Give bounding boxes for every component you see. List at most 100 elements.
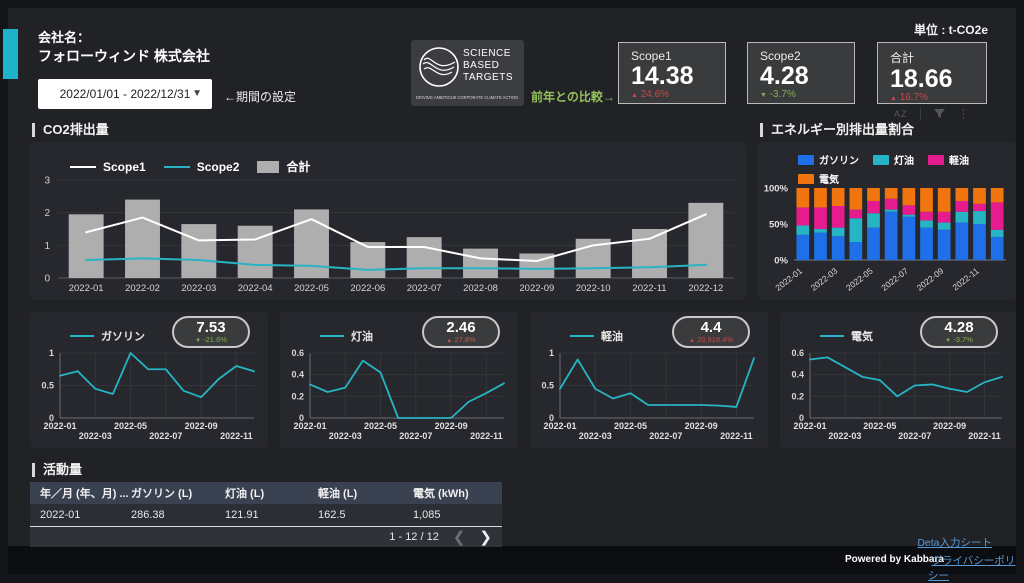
- svg-text:2022-01: 2022-01: [793, 421, 826, 431]
- svg-text:2022-09: 2022-09: [933, 421, 966, 431]
- dropdown-caret-icon: ▼: [192, 88, 202, 99]
- col-header-electricity: 電気 (kWh): [413, 488, 469, 500]
- legend-item-gasoline: ガソリン: [70, 328, 145, 344]
- cell-gasoline: 286.38: [131, 509, 165, 521]
- svg-text:DRIVING AMBITIOUS CORPORATE CL: DRIVING AMBITIOUS CORPORATE CLIMATE ACTI…: [416, 95, 518, 100]
- down-arrow-icon: ▼: [945, 338, 952, 344]
- svg-text:1: 1: [49, 348, 54, 358]
- accent-block: [3, 29, 18, 79]
- co2-section-title: CO2排出量: [32, 123, 109, 137]
- legend-item-diesel: 軽油: [928, 152, 969, 167]
- period-hint-label: ←期間の設定: [224, 90, 297, 104]
- legend-item-total: 合計: [257, 158, 310, 175]
- svg-text:TARGETS: TARGETS: [463, 72, 513, 83]
- kerosene-swatch: [873, 154, 889, 165]
- svg-text:0%: 0%: [774, 256, 788, 267]
- svg-text:0.4: 0.4: [791, 370, 804, 380]
- privacy-prefix: -: [928, 555, 932, 567]
- electricity-swatch: [798, 173, 814, 184]
- svg-text:2022-09: 2022-09: [435, 421, 468, 431]
- privacy-link-wrap: -プライバシーポリシー: [928, 553, 1024, 583]
- kpi-label: Scope1: [631, 49, 672, 63]
- activity-table-header: 年／月 (年、月) ... ガソリン (L) 灯油 (L) 軽油 (L) 電気 …: [30, 482, 502, 504]
- svg-text:2022-12: 2022-12: [688, 283, 723, 294]
- cell-diesel: 162.5: [318, 509, 346, 521]
- kpi-card-scope2: Scope2 4.28 ▼ -3.7%: [747, 42, 855, 104]
- kerosene-trend-chart: 0 0.2 0.4 0.6 2022-01 2022-03 2022-05 2022-07 20…: [284, 348, 514, 444]
- scope2-line-swatch: [163, 165, 190, 168]
- date-range-value: 2022/01/01 - 2022/12/31: [59, 87, 191, 101]
- svg-text:BASED: BASED: [463, 60, 499, 71]
- sort-az-icon[interactable]: AZ: [894, 108, 908, 119]
- kpi-value: 18.66: [890, 65, 953, 93]
- svg-text:0: 0: [549, 413, 554, 423]
- energy-ratio-panel: ガソリン 灯油 軽油 電気 0% 50% 100% 2022-01 2022-03 202…: [758, 142, 1016, 300]
- co2-chart-legend: Scope1 Scope2 合計: [70, 158, 310, 175]
- cell-electricity: 1,085: [413, 509, 441, 521]
- up-arrow-icon: ▲: [631, 92, 638, 99]
- col-header-gasoline: ガソリン (L): [131, 488, 193, 500]
- svg-text:2022-05: 2022-05: [114, 421, 147, 431]
- privacy-policy-link[interactable]: プライバシーポリシー: [928, 555, 1016, 582]
- legend-item-scope1: Scope1: [70, 160, 146, 174]
- activity-section-title: 活動量: [32, 463, 82, 477]
- diesel-trend-chart: 0 0.5 1 2022-01 2022-03 2022-05 2022-07 2022-09…: [534, 348, 764, 444]
- svg-text:2022-11: 2022-11: [470, 431, 503, 441]
- date-range-select[interactable]: 2022/01/01 - 2022/12/31 ▼: [38, 79, 212, 109]
- svg-text:0.2: 0.2: [291, 391, 304, 401]
- energy-chart-legend: ガソリン 灯油 軽油 電気: [798, 152, 998, 186]
- filter-icon[interactable]: [933, 108, 946, 119]
- more-options-icon[interactable]: ⋮: [957, 106, 970, 121]
- svg-text:2022-03: 2022-03: [181, 283, 216, 294]
- cell-month: 2022-01: [40, 509, 81, 521]
- svg-text:2022-08: 2022-08: [463, 283, 498, 294]
- scope1-line-swatch: [70, 165, 96, 168]
- svg-text:2022-07: 2022-07: [649, 431, 682, 441]
- svg-text:0: 0: [49, 413, 54, 423]
- electricity-legend: 電気: [820, 328, 873, 344]
- pagination-label: 1 - 12 / 12: [389, 531, 439, 543]
- svg-text:2: 2: [44, 208, 50, 219]
- comparison-label: 前年との比較→: [531, 90, 615, 104]
- table-row: 2022-01 286.38 121.91 162.5 1,085: [30, 504, 502, 526]
- diesel-panel: 軽油 4.4 ▲ 20,918.4% 0 0.5 1 2022-01 2022-03 20…: [530, 312, 768, 448]
- svg-text:0.2: 0.2: [791, 391, 804, 401]
- legend-item-kerosene: 灯油: [320, 328, 373, 344]
- svg-text:2022-07: 2022-07: [898, 431, 931, 441]
- svg-text:0.4: 0.4: [291, 370, 304, 380]
- legend-item-kerosene: 灯油: [873, 152, 914, 167]
- svg-text:2022-11: 2022-11: [720, 431, 753, 441]
- svg-text:2022-10: 2022-10: [576, 283, 611, 294]
- kerosene-panel: 灯油 2.46 ▲ 27.8% 0 0.2 0.4 0.6 2022-01 2022-03…: [280, 312, 518, 448]
- unit-label: 単位 : t-CO2e: [913, 23, 988, 37]
- svg-text:2022-05: 2022-05: [614, 421, 647, 431]
- legend-item-diesel: 軽油: [570, 328, 623, 344]
- svg-text:2022-03: 2022-03: [809, 266, 840, 293]
- svg-text:50%: 50%: [769, 220, 789, 231]
- gasoline-trend-chart: 0 0.5 1 2022-01 2022-03 2022-05 2022-07 2022-09…: [34, 348, 264, 444]
- powered-by-label: Powered by Kabbara: [845, 554, 944, 565]
- total-bar-swatch: [257, 160, 280, 173]
- svg-text:2022-11: 2022-11: [632, 283, 666, 294]
- kpi-delta: ▼ -3.7%: [760, 89, 796, 100]
- svg-text:2022-05: 2022-05: [863, 421, 896, 431]
- svg-text:2022-07: 2022-07: [399, 431, 432, 441]
- chevron-right-icon[interactable]: ❯: [479, 528, 492, 546]
- svg-text:0: 0: [44, 274, 50, 285]
- svg-text:0.5: 0.5: [41, 381, 54, 391]
- sbt-circle-icon: [419, 47, 459, 87]
- svg-text:2022-05: 2022-05: [294, 283, 329, 294]
- svg-text:2022-11: 2022-11: [968, 431, 1001, 441]
- down-arrow-icon: ▼: [760, 92, 767, 99]
- kpi-label: 合計: [890, 51, 915, 65]
- col-header-kerosene: 灯油 (L): [225, 488, 265, 500]
- energy-ratio-chart: 0% 50% 100% 2022-01 2022-03 2022-05 2022-07 202…: [762, 184, 1012, 296]
- data-input-sheet-link[interactable]: Deta入力シート: [917, 537, 992, 549]
- svg-text:2022-01: 2022-01: [773, 266, 804, 293]
- co2-emissions-chart: 0 1 2 3 2022-01 2022-02 2022-03 2022-04 2022-05 2…: [32, 174, 742, 296]
- legend-item-electricity: 電気: [798, 171, 839, 186]
- chevron-left-icon[interactable]: ❮: [452, 528, 466, 546]
- legend-item-scope2: Scope2: [163, 160, 239, 174]
- toolbar-divider: [919, 107, 921, 120]
- kpi-card-scope1: Scope1 14.38 ▲ 24.6%: [618, 42, 726, 104]
